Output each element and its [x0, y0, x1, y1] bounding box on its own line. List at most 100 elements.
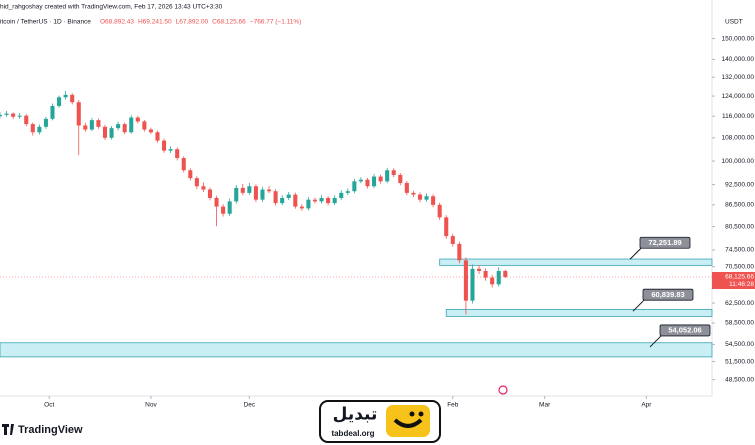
candle-body — [477, 268, 482, 271]
candle-body — [260, 189, 265, 200]
candle-body — [227, 201, 232, 214]
candle-body — [188, 170, 193, 179]
watermark-url: tabdeal.org — [331, 429, 374, 438]
y-tick-label: 70,500.00 — [725, 263, 754, 270]
countdown: 11:46:28 — [729, 281, 754, 288]
y-tick-label: 80,500.00 — [725, 223, 754, 230]
x-tick-label: Dec — [244, 402, 256, 409]
candle-body — [372, 176, 377, 187]
watermark-text: تبدیل — [333, 404, 378, 423]
y-tick-label: 124,000.00 — [721, 93, 754, 100]
y-tick-label: 140,000.00 — [721, 56, 754, 63]
y-tick-label: 100,000.00 — [721, 158, 754, 165]
candle-body — [83, 125, 88, 130]
callout-label: 60,839.83 — [651, 290, 684, 299]
last-price-label: 68,125.66 — [725, 274, 754, 281]
candle-body — [437, 204, 442, 218]
y-tick-label: 51,500.00 — [725, 358, 754, 365]
y-tick-label: 48,500.00 — [725, 376, 754, 383]
candle-body — [96, 120, 101, 127]
candle-body — [319, 197, 324, 202]
candle-body — [0, 114, 3, 117]
candle-body — [240, 187, 245, 193]
candle-body — [306, 199, 311, 209]
candle-body — [398, 174, 403, 183]
candle-body — [168, 149, 173, 151]
candle-body — [496, 270, 501, 285]
ohlc: O68,892.43 H69,241.50 L67,892.00 C68,125.66… — [100, 19, 301, 26]
candle-body — [253, 186, 258, 200]
candle-body — [411, 192, 416, 195]
candle-body — [11, 113, 16, 117]
ohlc-value: −766.77 (−1.11%) — [250, 19, 302, 26]
credit: hid_rahgoshay created with TradingView.c… — [0, 4, 223, 11]
callout-line — [649, 334, 663, 348]
candle-body — [457, 243, 462, 261]
candle-body — [503, 270, 508, 278]
y-tick-label: 132,000.00 — [721, 74, 754, 81]
candle-body — [404, 182, 409, 193]
callout-line — [629, 246, 643, 260]
candle-body — [385, 170, 390, 182]
y-tick-label: 62,500.00 — [725, 300, 754, 307]
y-tick-label: 74,500.00 — [725, 247, 754, 254]
zone — [445, 308, 713, 317]
y-tick-label: 86,500.00 — [725, 202, 754, 209]
candle-body — [417, 194, 423, 200]
y-tick-label: 54,500.00 — [725, 341, 754, 348]
candle-body — [102, 126, 108, 138]
candle-body — [450, 236, 455, 244]
candle-body — [175, 149, 180, 159]
candle-body — [207, 189, 213, 198]
candle-body — [122, 124, 127, 133]
candle-body — [332, 197, 337, 204]
candle-body — [267, 189, 272, 192]
candle-body — [358, 179, 363, 182]
candle-body — [70, 94, 75, 103]
candle-body — [76, 102, 81, 126]
candle-body — [326, 197, 331, 204]
candle-body — [273, 191, 278, 204]
y-tick-label: 92,500.00 — [725, 181, 754, 188]
candle-body — [181, 158, 186, 171]
candle-body — [463, 260, 468, 301]
candle-body — [352, 181, 357, 192]
candle-body — [345, 191, 350, 193]
callout-box — [639, 236, 691, 249]
candle-body — [24, 115, 29, 125]
y-tick-label: 58,500.00 — [725, 320, 754, 327]
symbol: itcoin / TetherUS · 1D · Binance — [0, 19, 91, 26]
candle-body — [234, 187, 239, 202]
candle-body — [116, 124, 121, 129]
candle-body — [129, 117, 134, 133]
zone — [439, 258, 713, 266]
ohlc-value: C68,125.66 — [212, 19, 246, 26]
candle-body — [483, 270, 488, 278]
ohlc-value: O68,892.43 — [100, 19, 134, 26]
candle-body — [339, 192, 344, 198]
callout-label: 54,052.06 — [668, 326, 701, 335]
candle-body — [431, 196, 436, 205]
candle-body — [391, 170, 396, 175]
x-tick-label: Nov — [145, 402, 157, 409]
last-price-tag — [712, 272, 755, 290]
callout-label: 72,251.89 — [648, 238, 681, 247]
candle-body — [37, 126, 42, 133]
brand: TradingView — [18, 424, 83, 436]
tradingview-logo: TradingView — [2, 424, 83, 436]
candle-body — [155, 132, 160, 141]
y-tick-label: 108,000.00 — [721, 135, 754, 142]
candle-body — [63, 94, 68, 98]
watermark: تبدیل tabdeal.org — [319, 400, 441, 443]
y-tick-label: 116,000.00 — [722, 113, 754, 120]
x-tick-label: Oct — [44, 402, 54, 409]
callout-box — [642, 288, 694, 301]
x-tick-label: Apr — [641, 402, 652, 409]
candle-body — [148, 129, 153, 133]
candle-body — [142, 121, 147, 130]
event-icon — [498, 385, 508, 395]
candle-body — [365, 179, 370, 187]
currency: USDT — [725, 19, 743, 26]
